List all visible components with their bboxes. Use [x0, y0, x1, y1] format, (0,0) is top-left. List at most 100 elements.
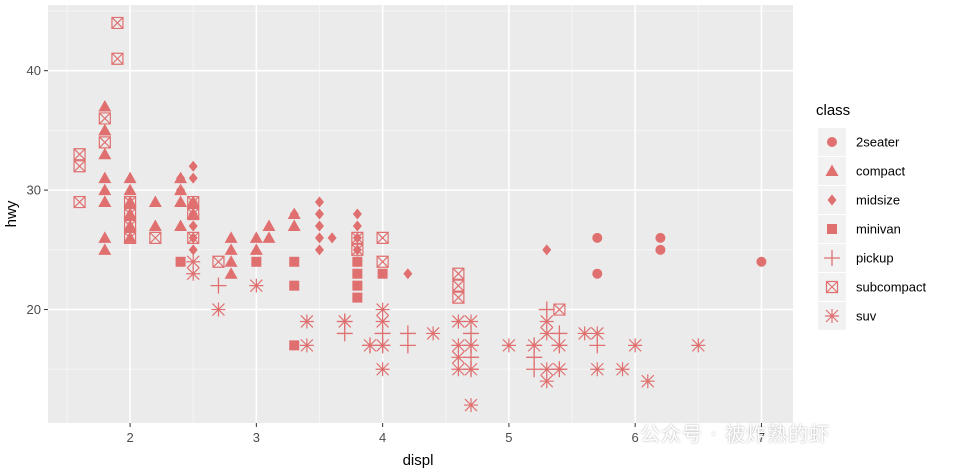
- y-axis-title: hwy: [3, 200, 20, 227]
- data-point-compact: [98, 243, 112, 255]
- legend-item-midsize: midsize: [818, 186, 900, 214]
- data-point-midsize: [188, 244, 198, 256]
- data-point-suv: [211, 302, 226, 317]
- series-minivan: [175, 256, 388, 351]
- x-tick-label: 3: [253, 430, 260, 445]
- data-point-compact: [98, 231, 112, 243]
- data-point-suv: [539, 362, 554, 377]
- data-point-suv: [577, 326, 592, 341]
- data-point-compact: [249, 231, 263, 243]
- data-point-midsize: [542, 244, 552, 256]
- x-tick-label: 2: [126, 430, 133, 445]
- y-tick-label: 40: [27, 63, 41, 78]
- data-point-subcompact: [149, 231, 162, 244]
- data-point-midsize: [314, 232, 324, 244]
- data-point-minivan: [289, 256, 300, 267]
- x-axis-title: displ: [403, 452, 434, 469]
- data-point-midsize: [314, 208, 324, 220]
- data-point-suv: [451, 350, 466, 365]
- data-point-midsize: [314, 244, 324, 256]
- data-point-suv: [501, 338, 516, 353]
- legend-key-suv: [825, 309, 839, 323]
- data-point-minivan: [352, 292, 363, 303]
- data-point-subcompact: [98, 136, 111, 149]
- data-point-suv: [590, 326, 605, 341]
- data-point-suv: [249, 278, 264, 293]
- data-point-suv: [186, 266, 201, 281]
- x-tick-label: 4: [379, 430, 386, 445]
- data-point-compact: [148, 195, 162, 208]
- legend-item-subcompact: subcompact: [818, 273, 926, 301]
- legend-key-pickup: [824, 250, 840, 266]
- grid-minor: [48, 5, 793, 423]
- data-point-subcompact: [73, 148, 86, 161]
- legend-item-minivan: minivan: [818, 215, 901, 243]
- panel-background: [48, 5, 793, 423]
- series-subcompact: [73, 16, 566, 316]
- y-tick-label: 20: [27, 302, 41, 317]
- watermark-text: 公众号 · 被炸熟的虾: [640, 422, 831, 446]
- data-point-suv: [552, 362, 567, 377]
- data-point-subcompact: [73, 160, 86, 173]
- data-point-subcompact: [452, 267, 465, 280]
- data-point-compact: [262, 219, 276, 231]
- legend-item-2seater: 2seater: [818, 128, 900, 156]
- data-point-subcompact: [351, 231, 364, 244]
- data-point-subcompact: [111, 16, 124, 30]
- data-point-suv: [691, 338, 706, 353]
- data-point-2seater: [592, 268, 603, 279]
- data-point-compact: [98, 195, 112, 208]
- data-point-compact: [287, 219, 301, 231]
- legend-label: suv: [856, 309, 877, 324]
- data-point-suv: [640, 374, 655, 389]
- legend: class 2seater compact midsize minivan pickup…: [816, 102, 926, 330]
- data-point-pickup: [526, 361, 543, 378]
- data-point-2seater: [655, 244, 666, 255]
- data-point-midsize: [188, 172, 198, 184]
- legend-label: minivan: [856, 222, 901, 237]
- data-point-suv: [375, 302, 390, 317]
- legend-key-compact: [825, 164, 839, 176]
- legend-label: subcompact: [856, 280, 926, 295]
- data-point-minivan: [251, 256, 262, 267]
- data-point-suv: [464, 398, 479, 413]
- data-point-suv: [464, 314, 479, 329]
- data-point-compact: [249, 243, 263, 255]
- legend-label: midsize: [856, 193, 900, 208]
- data-point-subcompact: [123, 219, 137, 233]
- data-point-subcompact: [376, 255, 389, 268]
- data-point-suv: [375, 338, 390, 353]
- data-point-compact: [98, 171, 112, 184]
- data-point-minivan: [352, 268, 363, 279]
- data-points: [73, 16, 767, 413]
- legend-title: class: [816, 102, 850, 119]
- data-point-subcompact: [98, 112, 111, 125]
- data-point-midsize: [289, 208, 299, 220]
- data-point-suv: [539, 314, 554, 329]
- data-point-compact: [148, 219, 162, 231]
- legend-item-suv: suv: [818, 302, 877, 330]
- data-point-suv: [186, 254, 201, 269]
- data-point-minivan: [289, 280, 300, 291]
- data-point-midsize: [314, 220, 324, 232]
- x-tick-label: 7: [758, 430, 765, 445]
- data-point-midsize: [176, 184, 186, 196]
- legend-item-pickup: pickup: [818, 244, 894, 272]
- data-point-midsize: [314, 196, 324, 208]
- data-point-compact: [224, 243, 238, 255]
- x-tick-label: 5: [505, 430, 512, 445]
- data-point-subcompact: [123, 207, 137, 221]
- data-point-compact: [98, 123, 112, 136]
- legend-label: compact: [856, 164, 906, 179]
- data-point-pickup: [399, 325, 416, 342]
- data-point-suv: [299, 338, 314, 353]
- data-point-2seater: [756, 256, 767, 267]
- data-point-suv: [362, 338, 377, 353]
- data-point-suv: [464, 338, 479, 353]
- data-point-suv: [451, 338, 466, 353]
- legend-key-2seater: [827, 137, 837, 147]
- data-point-minivan: [175, 256, 186, 267]
- data-point-midsize: [188, 160, 198, 172]
- legend-label: pickup: [856, 251, 894, 266]
- data-point-suv: [375, 362, 390, 377]
